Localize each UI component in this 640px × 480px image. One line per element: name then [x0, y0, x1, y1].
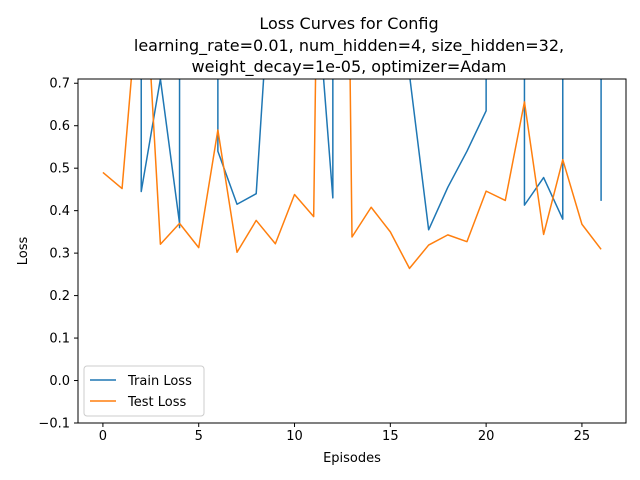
legend-label-train: Train Loss — [127, 374, 192, 389]
legend-label-test: Test Loss — [127, 395, 186, 410]
title-line-1: Loss Curves for Config — [259, 14, 438, 33]
x-tick-label: 0 — [99, 429, 107, 444]
x-tick-label: 25 — [574, 429, 591, 444]
series-line-test-loss — [102, 79, 602, 270]
y-tick-label: 0.0 — [49, 374, 70, 389]
x-axis-ticks: 0 5 10 15 20 25 — [99, 423, 590, 444]
y-axis-ticks: −0.1 0.0 0.1 0.2 0.3 0.4 0.5 0.6 0.7 — [38, 77, 78, 432]
y-axis-label: Loss — [16, 237, 31, 266]
title-line-3: weight_decay=1e-05, optimizer=Adam — [192, 57, 507, 77]
y-tick-label: 0.7 — [49, 77, 70, 92]
chart-title: Loss Curves for Config learning_rate=0.0… — [134, 14, 564, 77]
y-tick-label: 0.1 — [49, 332, 70, 347]
y-tick-label: −0.1 — [38, 417, 70, 432]
legend-box — [83, 365, 205, 417]
x-axis-label: Episodes — [323, 451, 381, 466]
y-tick-label: 0.2 — [49, 289, 70, 304]
y-tick-label: 0.6 — [49, 119, 70, 134]
title-line-2: learning_rate=0.01, num_hidden=4, size_h… — [134, 36, 564, 56]
legend: Train Loss Test Loss — [83, 365, 205, 417]
plot-frame — [77, 78, 627, 424]
y-tick-label: 0.3 — [49, 247, 70, 262]
series-layer — [102, 79, 602, 270]
x-tick-label: 20 — [478, 429, 495, 444]
y-tick-label: 0.5 — [49, 162, 70, 177]
y-tick-label: 0.4 — [49, 204, 70, 219]
x-tick-label: 10 — [286, 429, 303, 444]
x-tick-label: 15 — [382, 429, 399, 444]
x-tick-label: 5 — [195, 429, 203, 444]
